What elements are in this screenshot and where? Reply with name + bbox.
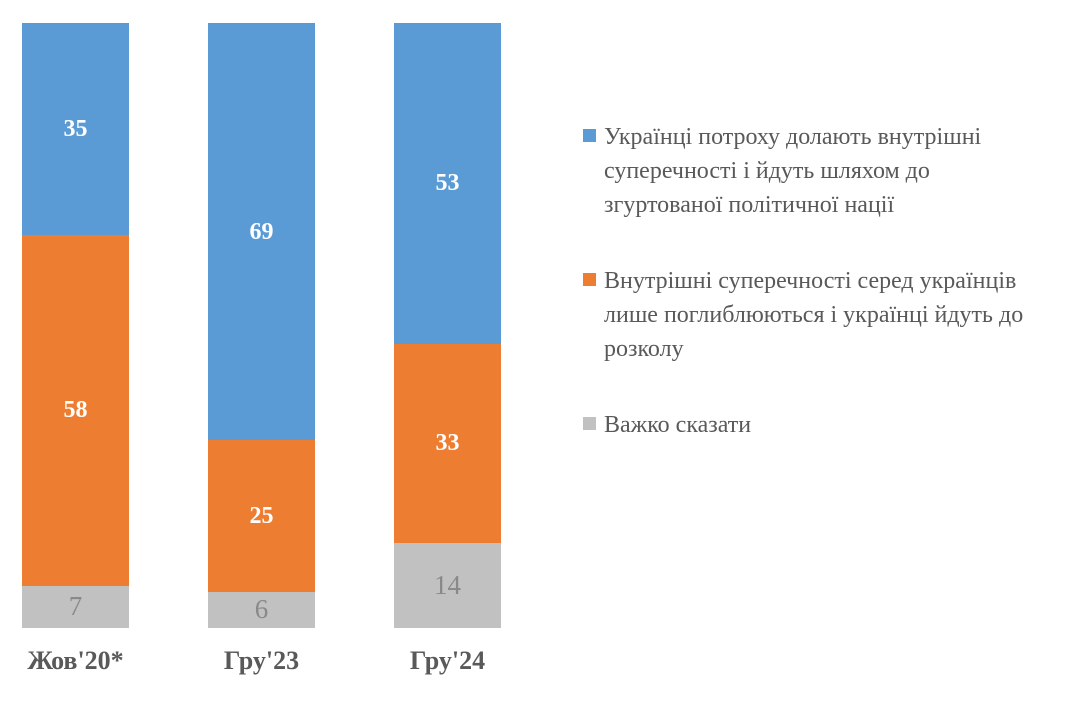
bar-value-label: 14 xyxy=(434,570,461,601)
legend-label-overcoming: Українці потроху долають внутрішні супер… xyxy=(604,124,982,218)
bar-value-label: 53 xyxy=(435,170,460,197)
orange-series-marker-icon xyxy=(583,273,596,286)
bar-segment: 7 xyxy=(22,585,129,628)
bar-value-label: 6 xyxy=(254,594,269,625)
x-axis-label: Гру'23 xyxy=(223,646,300,675)
gray-series-marker-icon xyxy=(583,417,596,430)
legend-item-overcoming: Українці потроху долають внутрішні супер… xyxy=(583,120,1083,222)
chart-legend: Українці потроху долають внутрішні супер… xyxy=(583,120,1083,442)
x-axis-label: Гру'24 xyxy=(409,646,486,675)
bar-segment: 14 xyxy=(394,543,501,628)
legend-label-deepening: Внутрішні суперечності серед українців л… xyxy=(604,268,1024,362)
bar-segment: 25 xyxy=(208,440,315,592)
bar-segment: 69 xyxy=(208,23,315,441)
bar-stack: 69 25 6 xyxy=(208,23,315,628)
bar-segment: 35 xyxy=(22,23,129,235)
bar-stack: 35 58 7 xyxy=(22,23,129,628)
bar-chart: 35 58 7 Жов'20* 69 25 6 Гру'23 53 33 14 Гру'24 xyxy=(22,23,501,676)
bar-value-label: 7 xyxy=(68,591,83,622)
legend-label-hard-to-say: Важко сказати xyxy=(604,412,752,438)
bar-value-label: 58 xyxy=(63,397,88,424)
bar-segment: 33 xyxy=(394,343,501,544)
bar-segment: 6 xyxy=(208,591,315,628)
bar-column: 35 58 7 Жов'20* xyxy=(22,23,129,676)
bar-column: 69 25 6 Гру'23 xyxy=(208,23,315,676)
bar-value-label: 33 xyxy=(435,430,460,457)
x-axis-label: Жов'20* xyxy=(27,646,124,675)
bar-column: 53 33 14 Гру'24 xyxy=(394,23,501,676)
bar-value-label: 69 xyxy=(249,218,274,245)
bar-value-label: 35 xyxy=(63,115,88,142)
bar-segment: 53 xyxy=(394,23,501,344)
bar-stack: 53 33 14 xyxy=(394,23,501,628)
blue-series-marker-icon xyxy=(583,129,596,142)
bar-segment: 58 xyxy=(22,234,129,586)
bar-value-label: 25 xyxy=(249,503,274,530)
legend-item-deepening: Внутрішні суперечності серед українців л… xyxy=(583,264,1083,366)
legend-item-hard-to-say: Важко сказати xyxy=(583,408,1083,442)
